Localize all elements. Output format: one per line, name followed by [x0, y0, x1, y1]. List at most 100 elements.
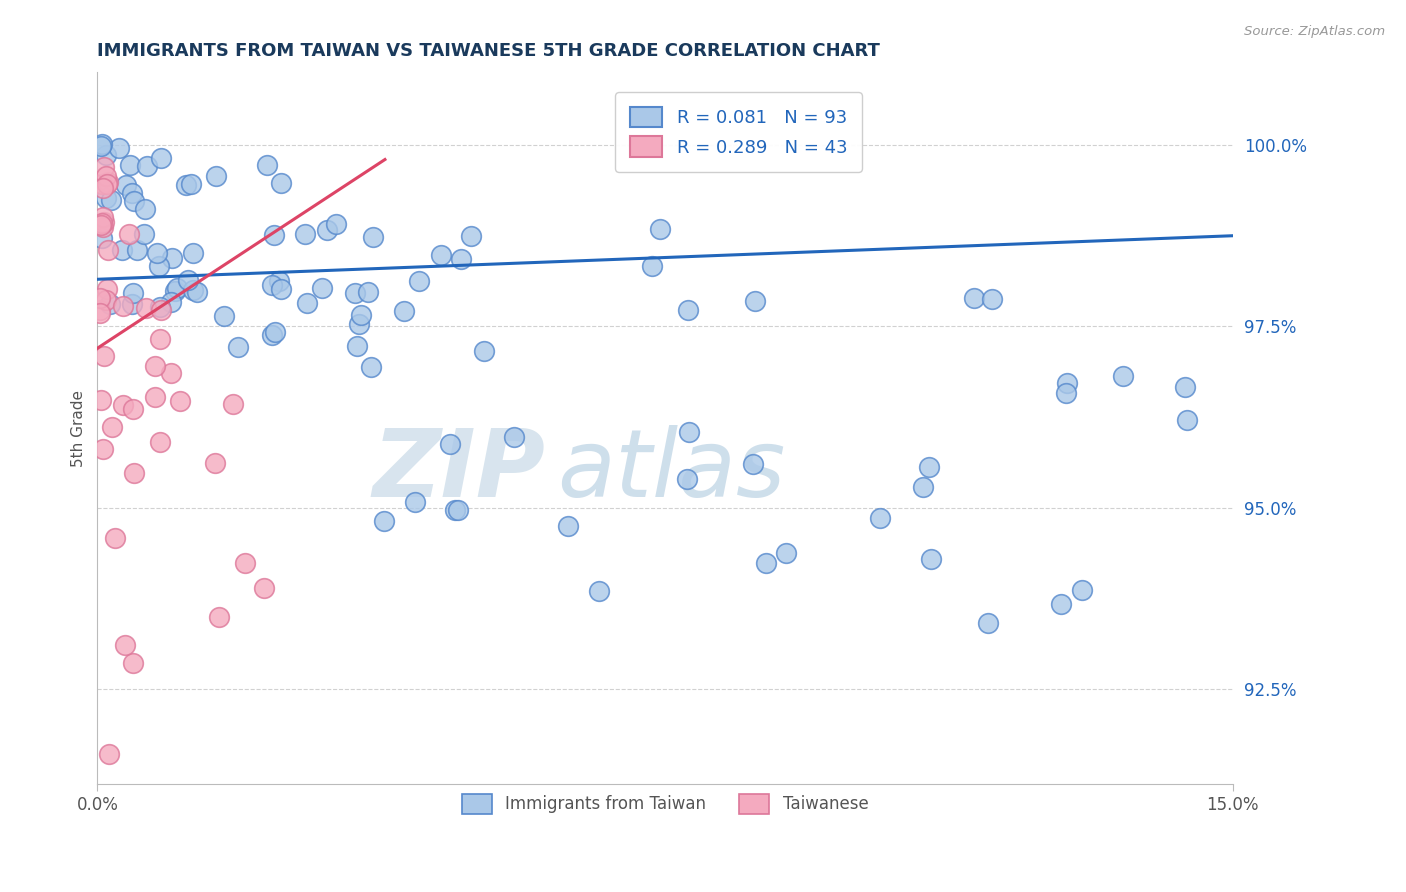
- Point: [90, 392, 112, 407]
- Point: [360, 359, 382, 374]
- Point: [295, 295, 318, 310]
- Point: [212, 309, 235, 323]
- Point: [226, 340, 249, 354]
- Point: [98, 297, 121, 311]
- Point: [392, 303, 415, 318]
- Point: [90, 137, 112, 152]
- Point: [122, 285, 145, 300]
- Point: [100, 193, 122, 207]
- Point: [159, 367, 181, 381]
- Point: [160, 294, 183, 309]
- Text: Source: ZipAtlas.com: Source: ZipAtlas.com: [1244, 25, 1385, 38]
- Point: [263, 228, 285, 243]
- Point: [316, 223, 339, 237]
- Point: [166, 281, 188, 295]
- Point: [93, 160, 115, 174]
- Point: [132, 227, 155, 241]
- Point: [115, 178, 138, 192]
- Point: [641, 259, 664, 273]
- Point: [90, 139, 112, 153]
- Point: [408, 274, 430, 288]
- Point: [1054, 385, 1077, 400]
- Point: [125, 244, 148, 258]
- Point: [91, 219, 114, 234]
- Point: [356, 285, 378, 300]
- Point: [91, 230, 114, 244]
- Text: atlas: atlas: [557, 425, 786, 516]
- Point: [121, 186, 143, 200]
- Point: [97, 244, 120, 258]
- Point: [744, 293, 766, 308]
- Point: [1056, 376, 1078, 390]
- Y-axis label: 5th Grade: 5th Grade: [72, 390, 86, 467]
- Point: [294, 227, 316, 241]
- Text: IMMIGRANTS FROM TAIWAN VS TAIWANESE 5TH GRADE CORRELATION CHART: IMMIGRANTS FROM TAIWAN VS TAIWANESE 5TH …: [97, 42, 880, 60]
- Point: [270, 282, 292, 296]
- Point: [1111, 368, 1133, 383]
- Point: [269, 274, 291, 288]
- Point: [912, 480, 935, 494]
- Point: [920, 552, 942, 566]
- Point: [94, 191, 117, 205]
- Point: [94, 169, 117, 183]
- Point: [89, 303, 111, 318]
- Point: [260, 278, 283, 293]
- Point: [742, 457, 765, 471]
- Point: [96, 282, 118, 296]
- Point: [253, 581, 276, 595]
- Point: [262, 328, 284, 343]
- Point: [204, 456, 226, 470]
- Legend: Immigrants from Taiwan, Taiwanese: Immigrants from Taiwan, Taiwanese: [450, 782, 880, 825]
- Point: [444, 503, 467, 517]
- Point: [1049, 597, 1071, 611]
- Point: [90, 219, 112, 233]
- Point: [311, 281, 333, 295]
- Point: [373, 515, 395, 529]
- Point: [775, 546, 797, 560]
- Point: [208, 610, 231, 624]
- Point: [89, 306, 111, 320]
- Point: [134, 202, 156, 216]
- Point: [91, 211, 114, 225]
- Point: [343, 286, 366, 301]
- Point: [136, 159, 159, 173]
- Point: [149, 332, 172, 346]
- Point: [135, 301, 157, 316]
- Point: [678, 303, 700, 318]
- Point: [256, 158, 278, 172]
- Point: [557, 518, 579, 533]
- Point: [270, 177, 292, 191]
- Point: [174, 178, 197, 193]
- Point: [149, 151, 172, 165]
- Point: [120, 158, 142, 172]
- Point: [93, 214, 115, 228]
- Point: [150, 303, 173, 318]
- Point: [94, 293, 117, 307]
- Point: [177, 273, 200, 287]
- Point: [108, 141, 131, 155]
- Point: [148, 259, 170, 273]
- Point: [869, 511, 891, 525]
- Point: [503, 430, 526, 444]
- Point: [146, 246, 169, 260]
- Point: [98, 747, 121, 762]
- Point: [101, 419, 124, 434]
- Point: [346, 339, 368, 353]
- Point: [233, 556, 256, 570]
- Point: [1175, 413, 1198, 427]
- Point: [122, 466, 145, 480]
- Point: [678, 425, 700, 440]
- Point: [430, 248, 453, 262]
- Point: [96, 178, 118, 192]
- Point: [89, 291, 111, 305]
- Point: [439, 436, 461, 450]
- Point: [111, 300, 134, 314]
- Point: [121, 402, 143, 417]
- Point: [1174, 380, 1197, 394]
- Point: [963, 292, 986, 306]
- Point: [96, 148, 118, 162]
- Point: [149, 434, 172, 449]
- Point: [180, 177, 202, 191]
- Point: [181, 283, 204, 297]
- Point: [361, 230, 384, 244]
